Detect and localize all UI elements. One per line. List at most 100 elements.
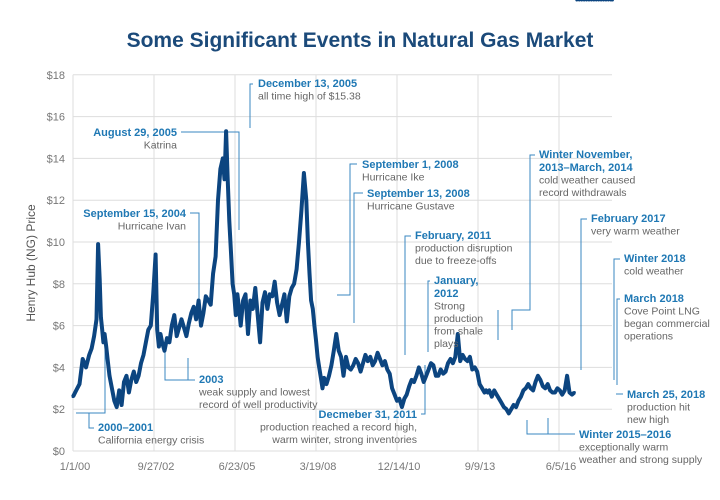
data-point [141, 353, 145, 357]
data-point [120, 403, 124, 407]
data-point [538, 378, 542, 382]
data-point [282, 292, 286, 296]
annotation-leader-sep13-2008 [353, 192, 363, 323]
data-point [487, 388, 491, 392]
data-point [354, 357, 358, 361]
x-tick-label: 12/14/10 [378, 461, 421, 473]
data-point [227, 219, 231, 223]
data-point [248, 299, 252, 303]
data-point [410, 378, 414, 382]
data-point [256, 313, 260, 317]
data-point [106, 359, 110, 363]
data-point [568, 390, 572, 394]
annotation-text-feb-2011: due to freeze-offs [415, 255, 497, 267]
data-point [311, 307, 315, 311]
data-point [329, 363, 333, 367]
data-point [273, 280, 277, 284]
data-point [90, 347, 94, 351]
data-point [74, 388, 78, 392]
annotation-heading-y2000: 2000–2001 [98, 422, 153, 434]
data-point [117, 388, 121, 392]
data-point [292, 282, 296, 286]
data-point [157, 345, 161, 348]
annotation-text-dec-2011: production reached a record high, [260, 422, 417, 434]
data-point [110, 386, 114, 390]
series-group [71, 0, 614, 416]
data-point [597, 0, 601, 2]
data-point [167, 340, 171, 344]
data-point [155, 328, 159, 332]
data-point [234, 313, 238, 317]
data-point [290, 286, 294, 290]
data-point [209, 303, 213, 307]
data-point [199, 324, 203, 328]
annotation-leader-aug-2005 [181, 131, 240, 230]
annotation-leader-winter-2013 [497, 154, 535, 340]
data-point [548, 388, 552, 392]
data-point [312, 324, 316, 328]
data-point [468, 355, 472, 359]
data-point [129, 378, 133, 382]
annotation-text-jan-2012: production [434, 313, 483, 325]
data-point [361, 361, 365, 365]
annotation-leader-feb-2017 [580, 218, 587, 370]
data-point [606, 0, 610, 2]
data-point [84, 365, 88, 369]
data-point [434, 374, 438, 378]
data-point [306, 240, 310, 244]
data-point [558, 388, 562, 392]
data-point [71, 395, 75, 399]
annotation-text-y2003: record of well productivity [199, 399, 318, 411]
data-point [163, 349, 167, 353]
data-point [512, 403, 516, 407]
annotation-heading-sep-2004: September 15, 2004 [83, 208, 187, 220]
data-point [104, 345, 108, 348]
data-point [400, 405, 404, 409]
annotation-heading-winter-2018: Winter 2018 [624, 253, 686, 265]
y-tick-label: $14 [47, 153, 65, 165]
data-point [295, 267, 299, 271]
data-point [137, 374, 141, 378]
y-tick-label: $10 [47, 237, 65, 249]
data-point [96, 242, 100, 246]
y-tick-label: $12 [47, 195, 65, 207]
data-point [373, 359, 377, 363]
data-point [495, 393, 499, 397]
data-point [302, 171, 306, 175]
data-point [422, 380, 426, 384]
annotation-text-dec-2011: warm winter, strong inventories [271, 434, 417, 446]
data-point [529, 386, 533, 390]
data-point [346, 365, 350, 369]
annotation-leader-feb-2011 [404, 235, 411, 355]
annotation-leader-winter-2015 [526, 418, 575, 435]
data-point [484, 388, 488, 392]
annotation-text-jan-2012: Strong [434, 301, 465, 313]
data-point [565, 374, 569, 378]
data-point [204, 294, 208, 298]
data-point [388, 372, 392, 376]
data-point [158, 332, 162, 336]
x-tick-label: 1/1/00 [60, 461, 91, 473]
data-point [524, 386, 528, 390]
chart-title: Some Significant Events in Natural Gas M… [127, 29, 594, 52]
annotation-text-y2003: weak supply and lowest [198, 387, 310, 399]
data-point [414, 374, 418, 378]
data-point [482, 390, 486, 394]
data-point [610, 0, 614, 2]
data-point [376, 351, 380, 355]
data-point [100, 328, 104, 332]
data-point [218, 167, 222, 171]
data-point [235, 292, 239, 296]
x-tick-label: 9/9/13 [465, 461, 496, 473]
annotation-heading-mar-2018: March 2018 [624, 293, 684, 305]
data-point [555, 386, 559, 390]
data-point [265, 307, 269, 311]
data-point [383, 359, 387, 363]
data-point [546, 382, 550, 386]
data-point [241, 299, 245, 303]
annotation-text-sep13-2008: Hurricane Gustave [367, 201, 455, 213]
data-point [475, 370, 479, 374]
data-point [594, 0, 598, 2]
data-point [124, 374, 128, 378]
